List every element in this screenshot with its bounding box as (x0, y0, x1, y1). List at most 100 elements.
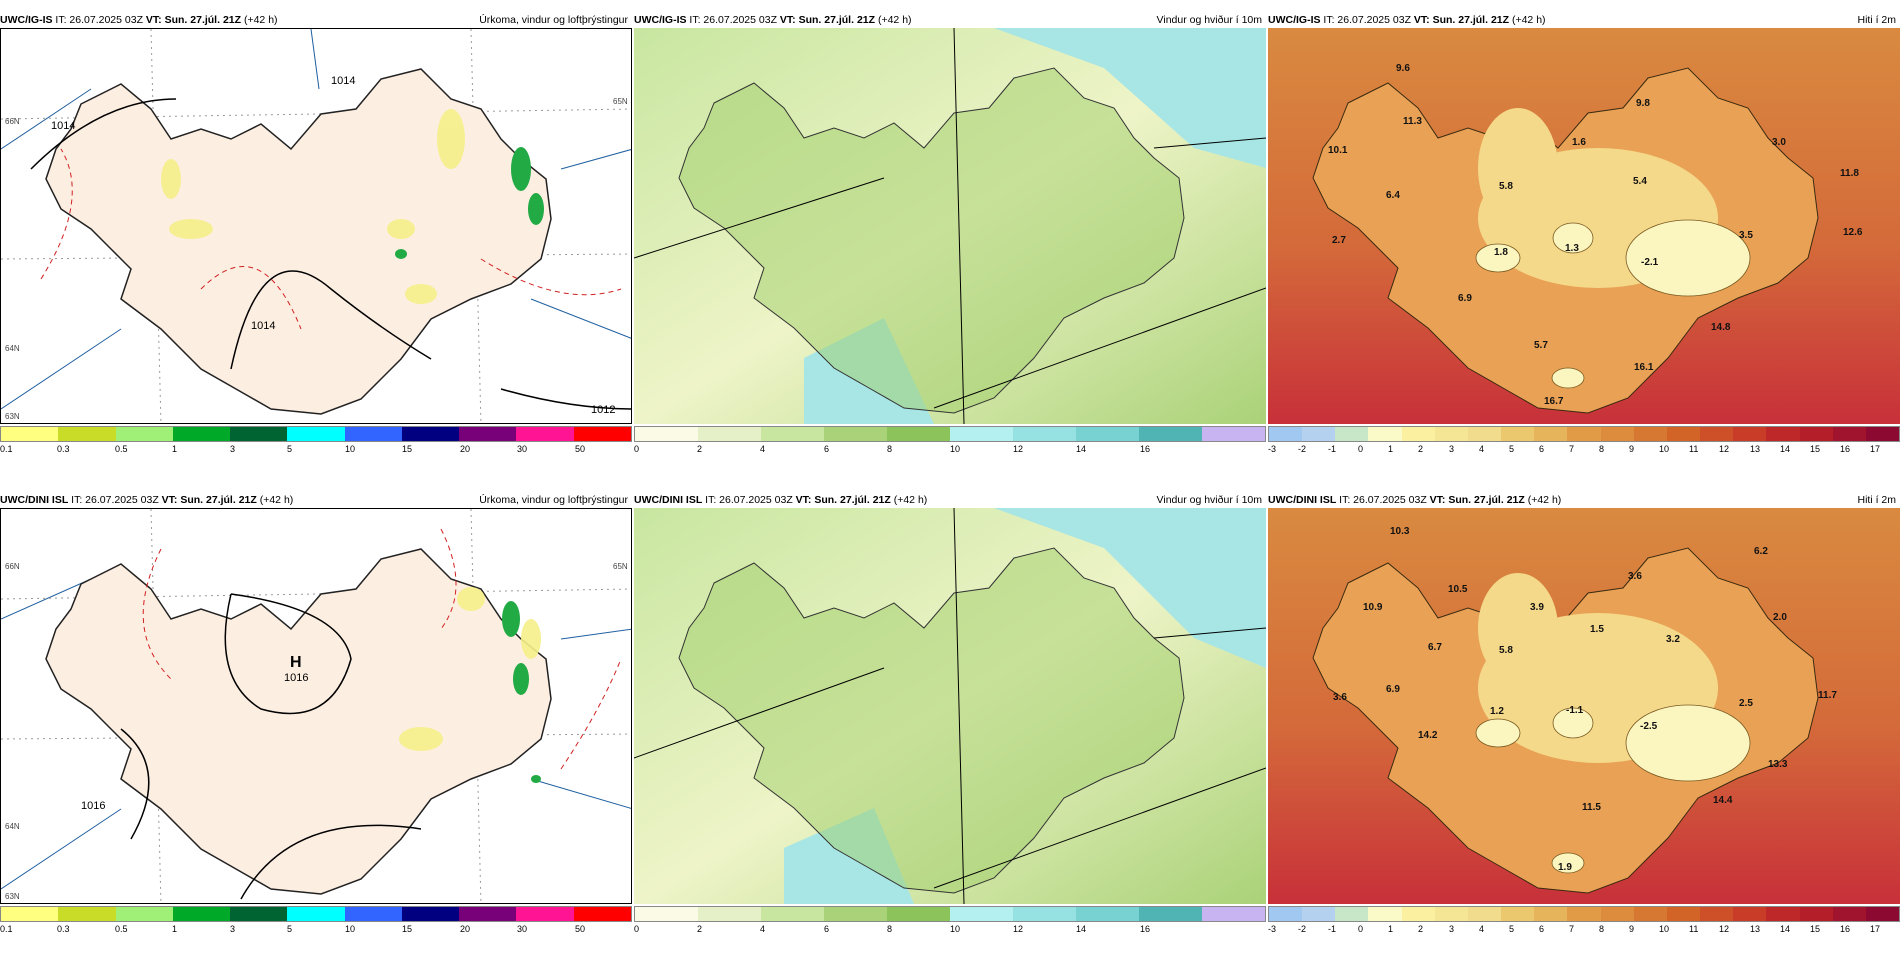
colorbar-swatch (459, 907, 517, 921)
temp-label: 2.7 (1332, 235, 1346, 246)
colorbar-swatch (761, 907, 824, 921)
colorbar-swatch (1076, 907, 1139, 921)
init-time: IT: 26.07.2025 03Z (55, 14, 143, 26)
precip-map: 66N 64N 65N 63N 1014 1014 1014 1012 (0, 28, 632, 424)
colorbar-swatch (1799, 907, 1833, 921)
colorbar-swatch (635, 427, 698, 441)
colorbar-swatch (1633, 427, 1667, 441)
colorbar-swatch (1832, 907, 1866, 921)
panel-title: Hiti í 2m (1857, 494, 1896, 506)
colorbar-swatch (887, 427, 950, 441)
colorbar-tick-label: 5 (287, 924, 293, 934)
panel-temp-dini: UWC/DINI ISL IT: 26.07.2025 03Z VT: Sun.… (1268, 492, 1900, 962)
boundary-lines (634, 508, 1266, 904)
colorbar-swatch (1302, 427, 1336, 441)
colorbar-swatch (401, 907, 460, 921)
valid-time: Sun. 27.júl. 21Z (814, 494, 891, 506)
colorbar-swatch (401, 427, 460, 441)
temp-label: 1.8 (1494, 247, 1508, 258)
temp-label: 11.5 (1582, 802, 1601, 813)
panel-title: Hiti í 2m (1857, 14, 1896, 26)
model-name: UWC/IG-IS (0, 14, 53, 26)
panel-precip-dini: UWC/DINI ISL IT: 26.07.2025 03Z VT: Sun.… (0, 492, 632, 962)
temp-label: 11.3 (1403, 116, 1422, 127)
colorbar-swatch (230, 907, 288, 921)
lat-label: 65N (613, 97, 628, 106)
colorbar-swatch (1501, 907, 1535, 921)
panel-title: Úrkoma, vindur og loftþrýstingur (479, 14, 628, 26)
valid-time: Sun. 27.júl. 21Z (1432, 14, 1510, 26)
colorbar-tick-label: 17 (1870, 924, 1881, 934)
colorbar-tick-label: 3 (1449, 924, 1455, 934)
panel-wind-dini: UWC/DINI ISL IT: 26.07.2025 03Z VT: Sun.… (634, 492, 1266, 962)
colorbar-tick-label: 16 (1840, 444, 1851, 454)
meridian-lines (1, 29, 631, 410)
valid-label: VT: (161, 494, 178, 506)
temp-colorbar (1268, 906, 1900, 922)
colorbar-tick-label: 15 (402, 444, 413, 454)
colorbar-tick-label: 15 (1810, 924, 1821, 934)
isobar-label: 1014 (251, 320, 275, 332)
colorbar-swatch (1202, 907, 1265, 921)
isobar-lines (120, 593, 422, 900)
colorbar-tick-label: 2 (1418, 444, 1424, 454)
panel-wind-igis: UWC/IG-IS IT: 26.07.2025 03Z VT: Sun. 27… (634, 12, 1266, 482)
panel-header: UWC/IG-IS IT: 26.07.2025 03Z VT: Sun. 27… (634, 12, 1266, 28)
colorbar-tick-label: 7 (1569, 924, 1575, 934)
colorbar-tick-label: 3 (230, 924, 236, 934)
precip-colorbar (0, 906, 632, 922)
temp-label: 14.4 (1713, 795, 1733, 806)
temp-label: 11.7 (1818, 690, 1837, 701)
valid-label: VT: (1429, 494, 1446, 506)
wind-map-svg (634, 28, 1266, 424)
colorbar-tick-label: 8 (1599, 444, 1605, 454)
wind-strong-area (994, 508, 1266, 668)
temp-label: 1.6 (1572, 137, 1586, 148)
temp-label: 14.2 (1418, 730, 1438, 741)
colorbar-swatch (1368, 907, 1402, 921)
panel-title: Vindur og hviður í 10m (1156, 14, 1262, 26)
init-time: IT: 26.07.2025 03Z (1323, 14, 1411, 26)
iceland-landmass (45, 68, 552, 415)
colorbar-tick-label: 11 (1689, 924, 1699, 934)
colorbar-tick-label: 9 (1629, 924, 1635, 934)
colorbar-tick-label: 17 (1870, 444, 1881, 454)
temp-map: 10.3 6.2 10.5 10.9 3.9 3.6 1.5 3.2 2.0 6… (1268, 508, 1900, 904)
colorbar-swatch (516, 427, 574, 441)
precip-patches (399, 587, 541, 751)
colorbar-swatch (761, 427, 824, 441)
colorbar-swatch (1799, 427, 1833, 441)
colorbar-tick-label: 4 (1479, 924, 1485, 934)
temp-label: 6.4 (1386, 190, 1400, 201)
colorbar-swatch (1013, 427, 1076, 441)
wind-strong-area (994, 28, 1266, 168)
lead-time: (+42 h) (893, 494, 928, 506)
temp-label: 11.8 (1840, 168, 1859, 179)
colorbar-swatch (1600, 427, 1634, 441)
colorbar-swatch (950, 427, 1013, 441)
valid-time: Sun. 27.júl. 21Z (180, 494, 257, 506)
colorbar-tick-label: 0.3 (57, 444, 70, 454)
precip-heavy (395, 147, 544, 259)
iceland-landmass (45, 548, 552, 895)
colorbar-tick-label: 2 (697, 444, 703, 454)
wind-map (634, 28, 1266, 424)
colorbar-swatch (115, 427, 173, 441)
glaciers (1475, 219, 1751, 389)
panel-precip-igis: UWC/IG-IS IT: 26.07.2025 03Z VT: Sun. 27… (0, 12, 632, 482)
colorbar-tick-label: 14 (1780, 444, 1791, 454)
colorbar-tick-label: 5 (1509, 924, 1515, 934)
temp-label: 3.2 (1666, 634, 1680, 645)
init-time: IT: 26.07.2025 03Z (1339, 494, 1427, 506)
temp-dashed-lines (142, 528, 622, 770)
colorbar-tick-label: 16 (1140, 924, 1151, 934)
temp-label: -1.1 (1566, 705, 1584, 716)
colorbar-swatch (115, 907, 173, 921)
colorbar-swatch (459, 427, 517, 441)
temp-label: 6.9 (1458, 293, 1472, 304)
model-name: UWC/IG-IS (634, 14, 687, 26)
iceland-outline (678, 67, 1185, 414)
colorbar-tick-label: 10 (345, 444, 356, 454)
boundary-lines (634, 28, 1266, 424)
colorbar-tick-label: -3 (1268, 924, 1277, 934)
